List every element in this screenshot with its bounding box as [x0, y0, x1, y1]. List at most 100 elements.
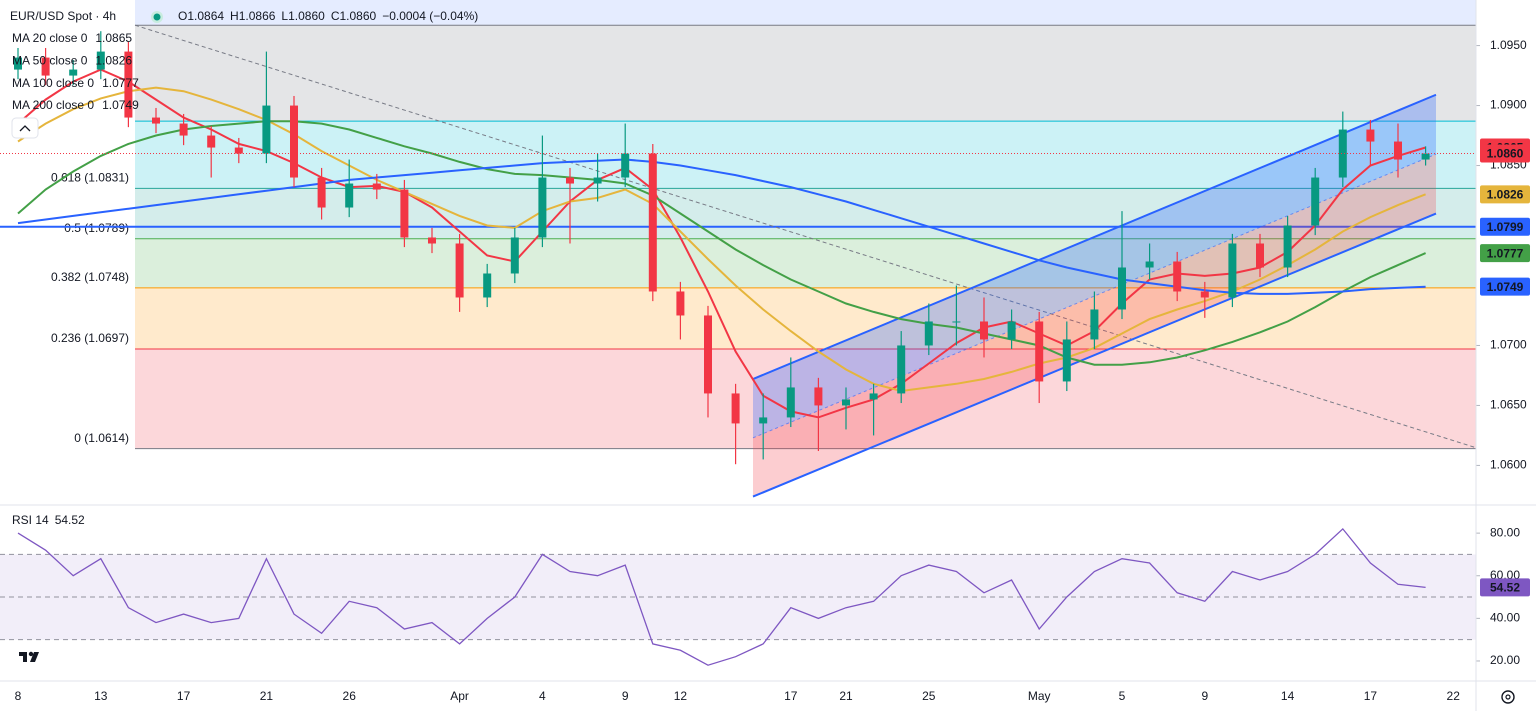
legend-value: 1.0777 [102, 76, 139, 90]
legend-name: MA 20 close 0 [12, 31, 88, 45]
legend-value: 1.0826 [95, 53, 132, 67]
candle-body [648, 153, 657, 292]
candle-body [1090, 309, 1099, 340]
moving-average [17, 68, 1426, 419]
x-tick-label: 4 [539, 689, 546, 703]
fib-zone [135, 238, 1476, 288]
settings-button[interactable] [1501, 690, 1515, 704]
ohlc-value: L1.0860 [281, 9, 325, 23]
y-tick-label: 1.0600 [1490, 458, 1527, 472]
status-dot-inner [153, 13, 161, 21]
logo-part [19, 652, 27, 662]
candle-body [14, 57, 22, 70]
fib-label: 0 (1.0614) [74, 431, 129, 445]
x-tick-label: 25 [922, 689, 936, 703]
channel-upper-fill [753, 94, 1436, 438]
candle-body [1007, 321, 1016, 340]
candle-body [455, 243, 464, 298]
rsi-badge-bg [1480, 578, 1530, 597]
top-zone [135, 0, 1476, 26]
ohlc-value: H1.0866 [230, 9, 276, 23]
rsi-line [17, 527, 1426, 666]
x-tick-label: 9 [1201, 689, 1208, 703]
candle-body [566, 177, 574, 184]
candle-body [1283, 225, 1292, 268]
ohlc-value: −0.0004 (−0.04%) [382, 9, 478, 23]
ma-badge-bg [1480, 277, 1530, 296]
legend: EUR/USD Spot · 4h MA 20 close 0 1.0865 MA … [10, 9, 478, 527]
last-price-badge-bg [1480, 144, 1530, 163]
x-tick-label: 22 [1447, 689, 1461, 703]
candle-body [1366, 129, 1375, 142]
ohlc-value: C1.0860 [331, 9, 377, 23]
collapse-button[interactable] [11, 117, 39, 139]
legend-name: MA 100 close 0 [12, 76, 94, 90]
candle-body [1338, 129, 1347, 178]
logo-part [28, 651, 34, 657]
candle-body [41, 57, 50, 76]
channel-lower [752, 212, 1437, 498]
gear-center [1505, 694, 1511, 700]
candle-body [676, 291, 685, 316]
candle-body [345, 183, 354, 208]
x-tick-label: 17 [784, 689, 798, 703]
candle-body [786, 387, 795, 418]
fib-label: 0.236 (1.0697) [51, 331, 129, 345]
candle-body [400, 189, 409, 238]
moving-average [17, 158, 1426, 295]
candle-body [1145, 261, 1154, 268]
legend-value: 1.0865 [95, 31, 132, 45]
candle-body [1118, 267, 1126, 310]
fib-label: 0.382 (1.0748) [51, 270, 129, 284]
channel-upper [752, 93, 1437, 380]
candle-body [207, 135, 216, 148]
x-tick-label: 5 [1119, 689, 1126, 703]
rsi-tick-label: 40.00 [1490, 611, 1520, 625]
candle-body [1062, 339, 1071, 382]
symbol-title: EUR/USD Spot · 4h [10, 9, 116, 23]
x-tick-label: 21 [260, 689, 274, 703]
ma-badge: 1.0826 [1487, 187, 1524, 201]
candle-body [593, 177, 602, 184]
x-tick-label: Apr [450, 689, 469, 703]
x-tick-label: 13 [94, 689, 108, 703]
candle-body [1394, 141, 1402, 160]
tv-logo [19, 651, 39, 662]
y-tick-label: 1.0900 [1490, 98, 1527, 112]
candle-body [317, 177, 326, 208]
logo-part [30, 652, 39, 662]
rsi-badge: 54.52 [1490, 581, 1520, 595]
y-tick-label: 1.0650 [1490, 398, 1527, 412]
y-tick-label: 1.0950 [1490, 38, 1527, 52]
hline-badge: 1.0799 [1487, 220, 1524, 234]
candle-body [179, 123, 188, 136]
ma-badge-bg [1480, 244, 1530, 263]
candle-body [234, 147, 243, 154]
trend-line [134, 24, 1476, 448]
x-tick-label: 9 [622, 689, 629, 703]
fib-zone [135, 25, 1476, 122]
x-tick-label: 17 [1364, 689, 1378, 703]
candle-body [290, 105, 298, 178]
y-tick-label: 1.0700 [1490, 338, 1527, 352]
moving-average [17, 120, 1426, 366]
legend-name: MA 200 close 0 [12, 98, 94, 112]
x-tick-label: 26 [343, 689, 357, 703]
candle-body [152, 117, 160, 124]
x-tick-label: 21 [839, 689, 853, 703]
rsi-legend-value: 54.52 [55, 513, 85, 527]
candle-body [980, 321, 988, 340]
candle-body [428, 237, 436, 244]
candle-body [621, 153, 630, 178]
candle-body [510, 237, 519, 274]
rsi-legend-name: RSI 14 [12, 513, 49, 527]
rsi-tick-label: 20.00 [1490, 653, 1520, 667]
rsi-tick-label: 80.00 [1490, 525, 1520, 539]
candle-body [952, 321, 961, 323]
last-price-badge: 1.0860 [1487, 147, 1524, 161]
legend-value: 1.0749 [102, 98, 139, 112]
candle-body [731, 393, 740, 424]
